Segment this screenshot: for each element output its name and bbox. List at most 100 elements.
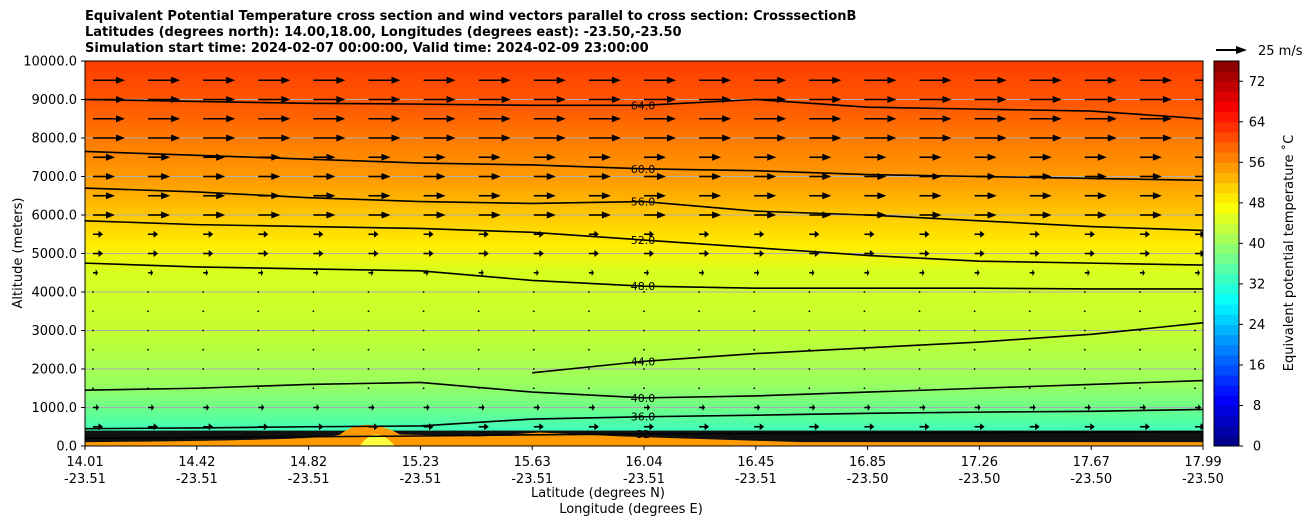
wind-vector	[919, 230, 930, 238]
wind-vector	[588, 348, 590, 351]
wind-vector	[148, 76, 181, 84]
wind-vector	[202, 291, 205, 293]
wind-vector	[313, 115, 346, 123]
colorbar-swatch	[1214, 192, 1239, 204]
wind-vector	[588, 329, 590, 332]
contour-label: 40.0	[631, 392, 656, 405]
wind-vector	[754, 211, 777, 219]
wind-vector	[809, 269, 815, 277]
x-tick-label-lat: 17.99	[1184, 455, 1221, 470]
colorbar-swatch	[1214, 385, 1239, 396]
y-tick-label: 5000.0	[32, 247, 78, 262]
wind-vector	[423, 134, 456, 142]
wind-vector	[643, 348, 645, 351]
wind-vector	[202, 348, 205, 351]
wind-vector	[753, 387, 756, 390]
wind-vector	[864, 192, 887, 200]
wind-vector	[478, 230, 489, 238]
wind-vector	[1084, 269, 1090, 277]
wind-vector	[532, 368, 535, 370]
wind-vector	[367, 291, 370, 293]
wind-vector	[863, 329, 866, 332]
wind-vector	[368, 211, 391, 219]
wind-vector	[699, 153, 722, 161]
wind-vector	[477, 348, 480, 351]
wind-vector	[753, 291, 756, 293]
wind-vector	[753, 310, 756, 313]
wind-vector	[864, 269, 870, 277]
wind-vector	[699, 134, 732, 142]
wind-vector	[1084, 153, 1107, 161]
colorbar-tick-label: 0	[1253, 440, 1261, 455]
wind-vector	[477, 368, 480, 370]
wind-vector	[644, 115, 676, 123]
wind-vector	[203, 404, 210, 411]
x-tick-label-lat: 14.01	[66, 455, 103, 470]
colorbar-swatch	[1214, 324, 1239, 336]
x-tick-label-lon: -23.50	[847, 472, 889, 487]
wind-vector	[312, 310, 315, 313]
wind-vector	[313, 269, 319, 277]
wind-vector	[1029, 134, 1062, 142]
x-tick-label-lon: -23.51	[176, 472, 218, 487]
wind-vector	[918, 368, 921, 370]
wind-vector	[1029, 250, 1040, 257]
wind-vector	[203, 192, 226, 200]
title-line-3: Simulation start time: 2024-02-07 00:00:…	[85, 41, 649, 56]
x-tick-label-lon: -23.51	[288, 472, 330, 487]
x-tick-label-lat: 14.82	[290, 455, 327, 470]
colorbar-swatch	[1214, 121, 1239, 133]
wind-vector	[258, 115, 291, 123]
wind-vector	[93, 404, 99, 411]
wind-vector	[808, 291, 811, 293]
wind-vector	[864, 76, 897, 84]
colorbar-tick-label: 24	[1249, 318, 1266, 333]
x-axis: 14.01 -23.51 14.42 -23.51 14.82 -23.51 15.23 -2…	[64, 446, 1224, 487]
wind-vector	[422, 368, 425, 370]
wind-vector	[644, 423, 654, 431]
wind-vector	[699, 115, 732, 123]
x-tick-label-lon: -23.50	[1182, 472, 1224, 487]
wind-vector	[313, 76, 346, 84]
wind-vector	[477, 329, 480, 332]
wind-vector	[203, 250, 214, 257]
colorbar-swatch	[1214, 202, 1239, 214]
wind-vector	[478, 211, 501, 219]
y-tick-label: 0.0	[56, 440, 77, 455]
wind-vector	[203, 76, 236, 84]
y-tick-label: 1000.0	[32, 401, 78, 416]
colorbar-swatch	[1214, 435, 1239, 447]
wind-vector	[532, 387, 535, 390]
colorbar-swatch	[1214, 172, 1239, 184]
wind-vector	[533, 115, 566, 123]
wind-vector	[1084, 250, 1095, 257]
wind-vector	[808, 368, 811, 370]
wind-vector	[699, 230, 710, 238]
y-tick-label: 8000.0	[32, 132, 78, 147]
wind-vector	[643, 291, 645, 293]
wind-vector	[809, 423, 820, 431]
contour-line	[85, 379, 1203, 399]
wind-vector	[809, 153, 832, 161]
wind-vector	[863, 310, 866, 313]
wind-vector	[644, 192, 666, 200]
wind-vector	[1139, 291, 1141, 293]
wind-vector	[809, 173, 832, 180]
wind-vector	[92, 291, 94, 293]
y-tick-label: 7000.0	[32, 170, 78, 185]
wind-vector	[422, 387, 425, 390]
wind-vector	[644, 76, 676, 84]
x-axis-label-longitude: Longitude (degrees E)	[559, 502, 703, 517]
wind-vector	[918, 348, 921, 351]
wind-vector	[92, 329, 94, 332]
wind-vector	[148, 211, 171, 219]
x-tick-label-lat: 16.85	[849, 455, 886, 470]
wind-vector	[258, 230, 269, 238]
wind-vector	[147, 310, 150, 313]
wind-vector	[864, 134, 897, 142]
contour-line	[532, 322, 1203, 374]
wind-vector	[258, 173, 281, 180]
wind-vector	[148, 230, 159, 238]
y-tick-label: 2000.0	[32, 363, 78, 378]
surface-peak	[360, 434, 395, 446]
